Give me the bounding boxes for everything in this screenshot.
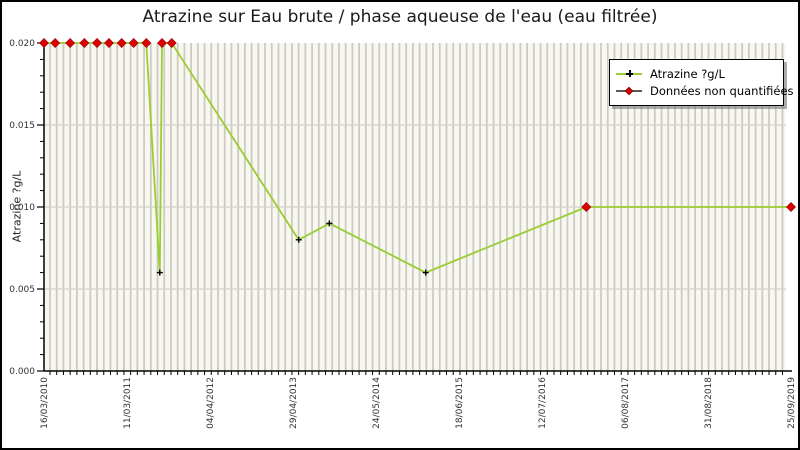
x-tick-label: 29/04/2013 (289, 377, 299, 429)
x-tick-label: 24/05/2014 (372, 377, 382, 429)
non-quantified-point-marker (79, 38, 90, 48)
x-tick-label: 06/08/2017 (621, 377, 631, 429)
x-tick-label: 04/04/2012 (206, 377, 216, 429)
chart-title: Atrazine sur Eau brute / phase aqueuse d… (142, 7, 658, 27)
legend-box: Atrazine ?g/L Données non quantifiées (609, 59, 794, 106)
legend-label: Données non quantifiées (650, 83, 794, 98)
non-quantified-point-marker (65, 38, 76, 48)
non-quantified-point-marker (92, 38, 102, 48)
non-quantified-point-marker (50, 38, 61, 48)
legend-item-non-quantifiees: Données non quantifiées (616, 82, 794, 99)
non-quantified-point-marker (157, 38, 167, 48)
legend-line-sample (616, 69, 642, 78)
non-quantified-point-marker (39, 38, 49, 48)
y-tick-label: 0.010 (9, 203, 35, 213)
y-tick-label: 0.015 (9, 121, 35, 131)
non-quantified-point-marker (141, 38, 152, 48)
x-tick-label: 12/07/2016 (538, 377, 548, 429)
legend-item-atrazine: Atrazine ?g/L (616, 65, 775, 82)
legend-label: Atrazine ?g/L (650, 66, 725, 81)
y-tick-label: 0.020 (9, 39, 35, 49)
non-quantified-point-marker (116, 38, 127, 48)
non-quantified-point-marker (128, 38, 139, 48)
diamond-marker-icon (624, 86, 634, 95)
x-tick-label: 11/03/2011 (123, 377, 133, 429)
y-tick-label: 0.005 (9, 285, 35, 295)
x-tick-label: 25/09/2019 (787, 377, 797, 429)
non-quantified-point-marker (166, 38, 177, 48)
legend-line-sample (616, 86, 642, 95)
cross-marker-icon (626, 70, 633, 77)
x-tick-label: 16/03/2010 (40, 377, 50, 429)
y-tick-label: 0.000 (9, 367, 35, 377)
non-quantified-point-marker (581, 202, 592, 212)
non-quantified-point-marker (786, 202, 796, 212)
x-tick-label: 18/06/2015 (455, 377, 465, 429)
x-tick-label: 31/08/2018 (704, 377, 714, 429)
non-quantified-point-marker (104, 38, 114, 48)
